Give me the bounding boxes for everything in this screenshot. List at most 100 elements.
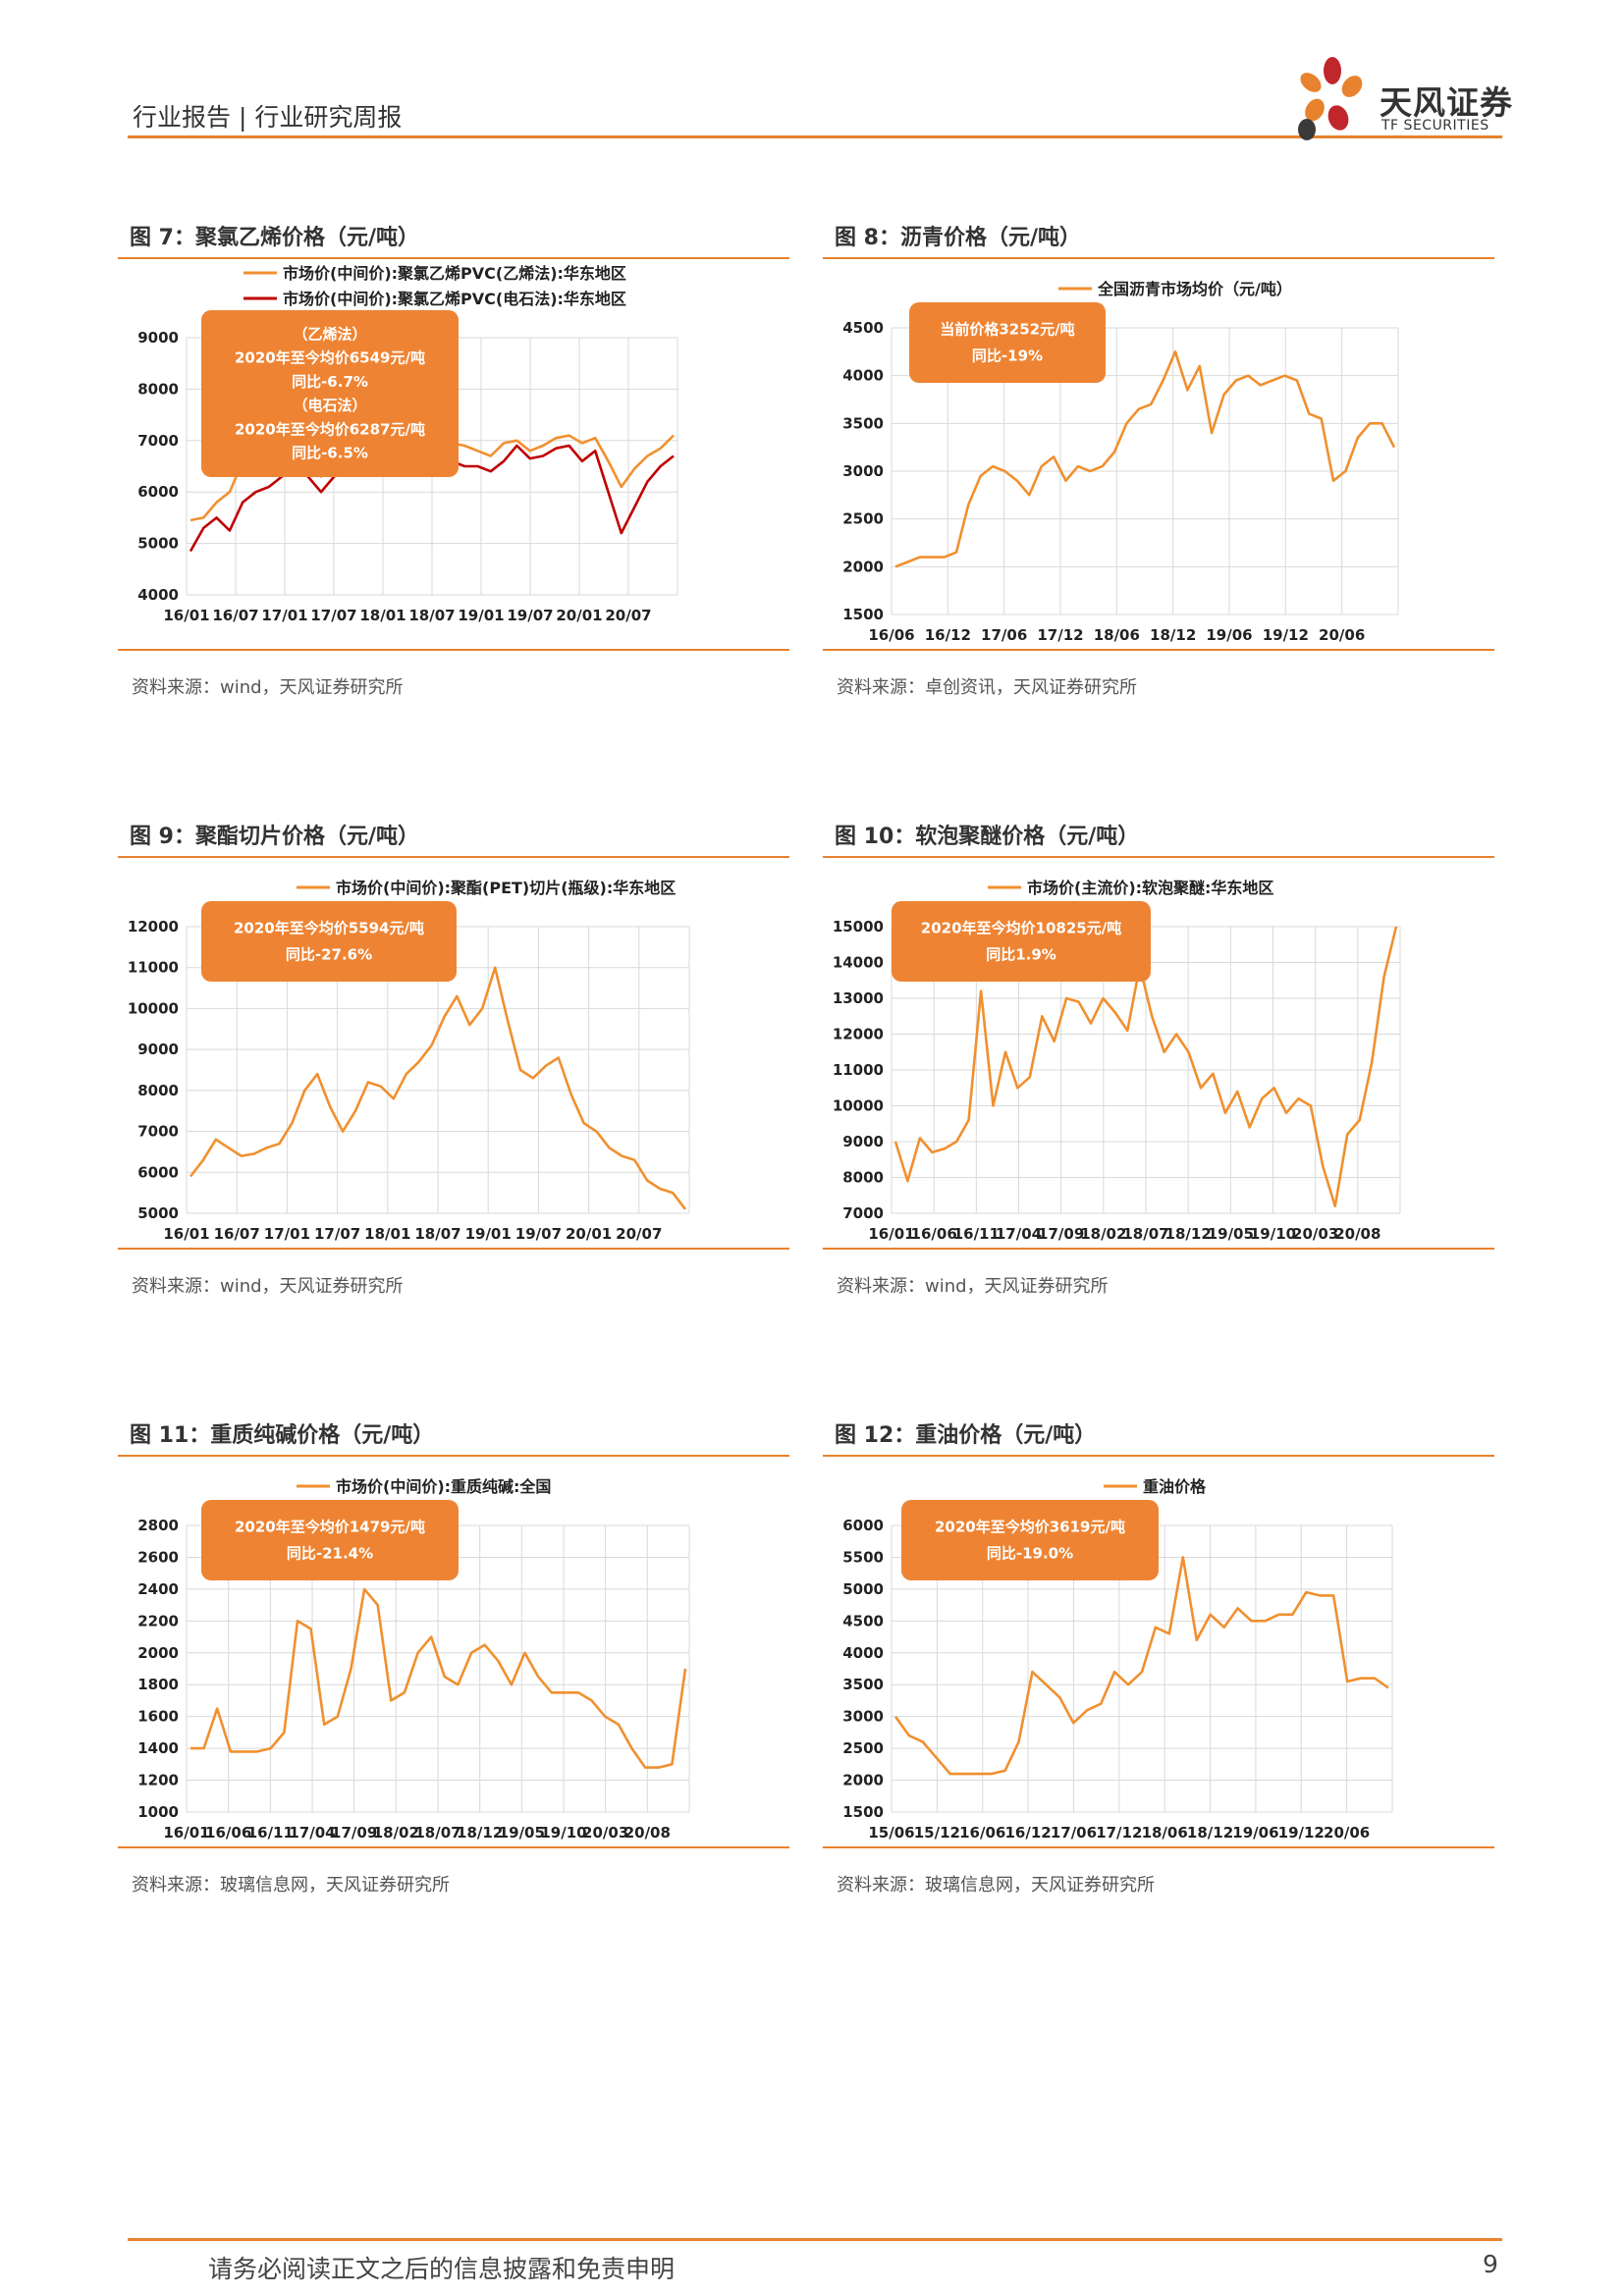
figure-title: 图 7：聚氯乙烯价格（元/吨）: [130, 226, 420, 250]
figure-source: 资料来源：卓创资讯，天风证券研究所: [837, 677, 1137, 698]
annotation-text: 同比-21.4%: [287, 1545, 373, 1563]
x-tick-label: 19/06: [1232, 1824, 1278, 1842]
x-tick-label: 17/01: [261, 607, 307, 624]
x-tick-label: 20/06: [1324, 1824, 1370, 1842]
x-tick-label: 20/03: [1292, 1225, 1338, 1243]
y-tick-label: 3000: [842, 462, 884, 480]
y-tick-label: 12000: [128, 918, 179, 935]
annotation-box: [901, 1500, 1159, 1580]
x-tick-label: 16/06: [205, 1824, 251, 1842]
x-tick-label: 20/08: [624, 1824, 671, 1842]
y-tick-label: 4500: [842, 1612, 884, 1629]
y-tick-label: 11000: [128, 959, 179, 977]
figure-top-rule: [823, 1455, 1494, 1457]
x-tick-label: 18/07: [408, 607, 455, 624]
figure-source: 资料来源：wind，天风证券研究所: [132, 677, 404, 698]
x-tick-label: 16/06: [911, 1225, 957, 1243]
y-tick-label: 10000: [833, 1097, 884, 1115]
y-tick-label: 1500: [842, 606, 884, 623]
y-tick-label: 15000: [833, 918, 884, 935]
y-tick-label: 2400: [137, 1580, 179, 1598]
figure-bottom-rule: [118, 1248, 789, 1250]
x-tick-label: 17/06: [981, 626, 1027, 644]
y-tick-label: 1000: [137, 1803, 179, 1821]
polyether-price-chart: 7000 8000 9000 10000 11000 12000 13000 14000 150…: [833, 879, 1401, 1243]
y-tick-label: 1600: [137, 1708, 179, 1726]
x-tick-label: 15/06: [868, 1824, 914, 1842]
x-tick-label: 18/12: [457, 1824, 503, 1842]
legend-label: 市场价(中间价):聚酯(PET)切片(瓶级):华东地区: [336, 879, 676, 897]
x-tick-label: 18/12: [1187, 1824, 1233, 1842]
x-tick-label: 19/10: [540, 1824, 586, 1842]
annotation-text: （乙烯法）: [293, 325, 366, 343]
series-line-0: [893, 926, 1398, 1208]
y-tick-label: 9000: [842, 1133, 884, 1150]
x-tick-label: 17/01: [264, 1225, 310, 1243]
annotation-text: （电石法）: [293, 397, 366, 414]
x-tick-label: 20/07: [605, 607, 651, 624]
x-tick-label: 15/12: [914, 1824, 960, 1842]
y-tick-label: 2800: [137, 1517, 179, 1534]
x-tick-label: 17/07: [310, 607, 356, 624]
y-tick-label: 8000: [137, 1082, 179, 1099]
y-tick-label: 2000: [137, 1644, 179, 1662]
legend-label: 市场价(主流价):软泡聚醚:华东地区: [1027, 879, 1273, 897]
y-tick-label: 5000: [137, 1204, 179, 1222]
legend-label: 市场价(中间价):重质纯碱:全国: [336, 1477, 551, 1496]
pet-chip-price-chart: 5000 6000 7000 8000 9000 10000 11000 12000 16/01…: [128, 879, 690, 1243]
disclaimer-notice: 请务必阅读正文之后的信息披露和免责申明: [208, 2255, 676, 2283]
y-tick-label: 1500: [842, 1803, 884, 1821]
x-tick-label: 20/07: [616, 1225, 662, 1243]
series-line-0: [894, 350, 1396, 568]
report-category: 行业报告 | 行业研究周报: [133, 103, 403, 132]
y-tick-label: 1200: [137, 1772, 179, 1789]
figure-bottom-rule: [823, 1248, 1494, 1250]
y-tick-label: 4000: [842, 1644, 884, 1662]
figure-top-rule: [823, 856, 1494, 858]
x-tick-label: 18/12: [1150, 626, 1196, 644]
figure-bottom-rule: [823, 1846, 1494, 1848]
y-tick-label: 4000: [137, 586, 179, 604]
y-tick-label: 5500: [842, 1548, 884, 1566]
page-number: 9: [1483, 2250, 1498, 2278]
figure-source: 资料来源：玻璃信息网，天风证券研究所: [132, 1875, 450, 1896]
annotation-box: [201, 901, 457, 982]
annotation-text: 同比-19.0%: [987, 1545, 1073, 1563]
y-tick-label: 2500: [842, 1739, 884, 1757]
y-tick-label: 6000: [137, 1163, 179, 1181]
x-tick-label: 20/08: [1334, 1225, 1380, 1243]
figure-title: 图 8：沥青价格（元/吨）: [835, 226, 1082, 250]
x-tick-label: 16/12: [925, 626, 971, 644]
annotation-text: 2020年至今均价6549元/吨: [235, 349, 425, 367]
y-tick-label: 12000: [833, 1026, 884, 1043]
x-tick-label: 16/01: [163, 607, 209, 624]
x-tick-label: 19/12: [1278, 1824, 1325, 1842]
y-tick-label: 14000: [833, 954, 884, 972]
x-tick-label: 18/12: [1165, 1225, 1212, 1243]
legend-label: 市场价(中间价):聚氯乙烯PVC(乙烯法):华东地区: [283, 264, 626, 283]
x-tick-label: 17/09: [1038, 1225, 1084, 1243]
annotation-text: 2020年至今均价5594元/吨: [234, 919, 424, 936]
figure-top-rule: [118, 856, 789, 858]
x-tick-label: 17/12: [1037, 626, 1083, 644]
x-tick-label: 16/01: [868, 1225, 914, 1243]
y-tick-label: 4500: [842, 319, 884, 337]
annotation-text: 同比-6.5%: [292, 445, 368, 462]
company-logo: 天风证券 TF SECURITIES: [1281, 49, 1517, 147]
soda-ash-price-chart: 1000 1200 1400 1600 1800 2000 2200 2400 2600 2800…: [137, 1477, 690, 1842]
x-tick-label: 16/07: [214, 1225, 260, 1243]
logo-english-name: TF SECURITIES: [1381, 118, 1489, 133]
y-tick-label: 1800: [137, 1676, 179, 1693]
annotation-text: 同比-6.7%: [292, 373, 368, 391]
y-tick-label: 3500: [842, 414, 884, 432]
x-tick-label: 19/12: [1263, 626, 1309, 644]
figure-bottom-rule: [118, 1846, 789, 1848]
figure-top-rule: [118, 257, 789, 259]
x-tick-label: 17/07: [314, 1225, 360, 1243]
x-tick-label: 17/09: [331, 1824, 377, 1842]
annotation-text: 同比-19%: [972, 347, 1043, 365]
y-tick-label: 11000: [833, 1061, 884, 1079]
asphalt-price-chart: 1500 2000 2500 3000 3500 4000 4500 16/06 16/12 17…: [842, 280, 1399, 644]
y-tick-label: 5000: [137, 535, 179, 553]
